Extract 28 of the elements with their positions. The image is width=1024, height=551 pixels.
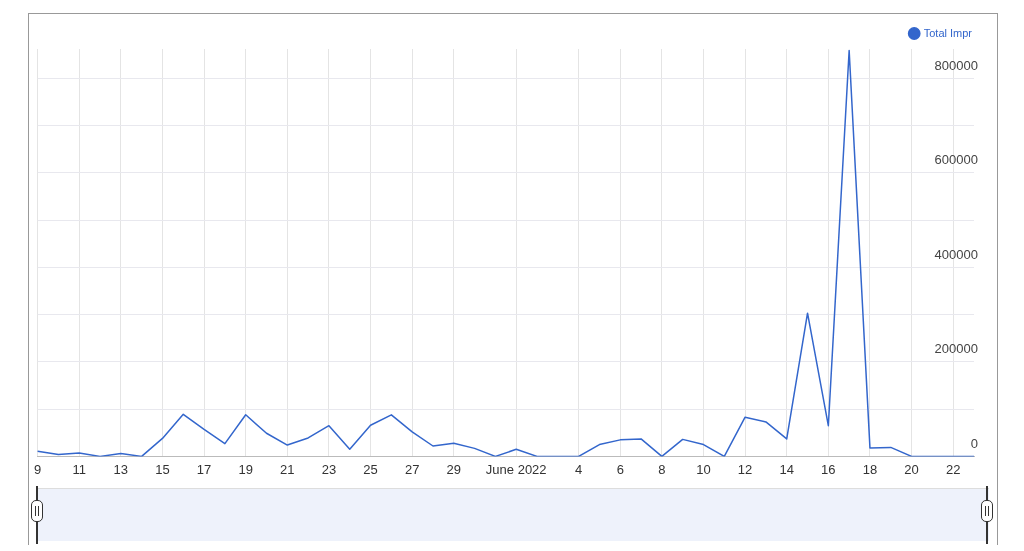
x-tick-label: 11 xyxy=(72,461,86,477)
x-tick-label: 23 xyxy=(321,461,337,477)
y-tick-label: 400000 xyxy=(934,246,978,262)
y-tick-label: 200000 xyxy=(934,341,978,357)
x-tick-label: 12 xyxy=(737,461,753,477)
x-tick-label: 29 xyxy=(446,461,462,477)
legend-label: Total Impr xyxy=(923,26,973,39)
x-tick-label: 6 xyxy=(616,461,624,477)
y-tick-label: 600000 xyxy=(934,152,978,168)
x-tick-label: 14 xyxy=(779,461,794,477)
x-tick-label: June 2022 xyxy=(485,461,547,477)
x-tick-label: 10 xyxy=(696,461,711,477)
x-tick-label: 21 xyxy=(280,461,295,477)
x-tick-label: 22 xyxy=(945,461,961,477)
x-tick-label: 4 xyxy=(575,461,583,477)
x-tick-label: 16 xyxy=(821,461,836,477)
x-tick-label: 19 xyxy=(238,461,253,477)
x-tick-label: 13 xyxy=(113,461,129,477)
x-tick-label: 20 xyxy=(904,461,919,477)
x-tick-label: 17 xyxy=(196,461,212,477)
x-tick-label: 18 xyxy=(862,461,878,477)
x-tick-label: 25 xyxy=(363,461,378,477)
x-tick-label: 8 xyxy=(658,461,666,477)
y-tick-label: 0 xyxy=(970,435,978,451)
y-tick-label: 800000 xyxy=(934,57,978,73)
x-tick-label: 27 xyxy=(404,461,420,477)
x-tick-label: 15 xyxy=(155,461,170,477)
x-tick-label: 9 xyxy=(34,461,42,477)
